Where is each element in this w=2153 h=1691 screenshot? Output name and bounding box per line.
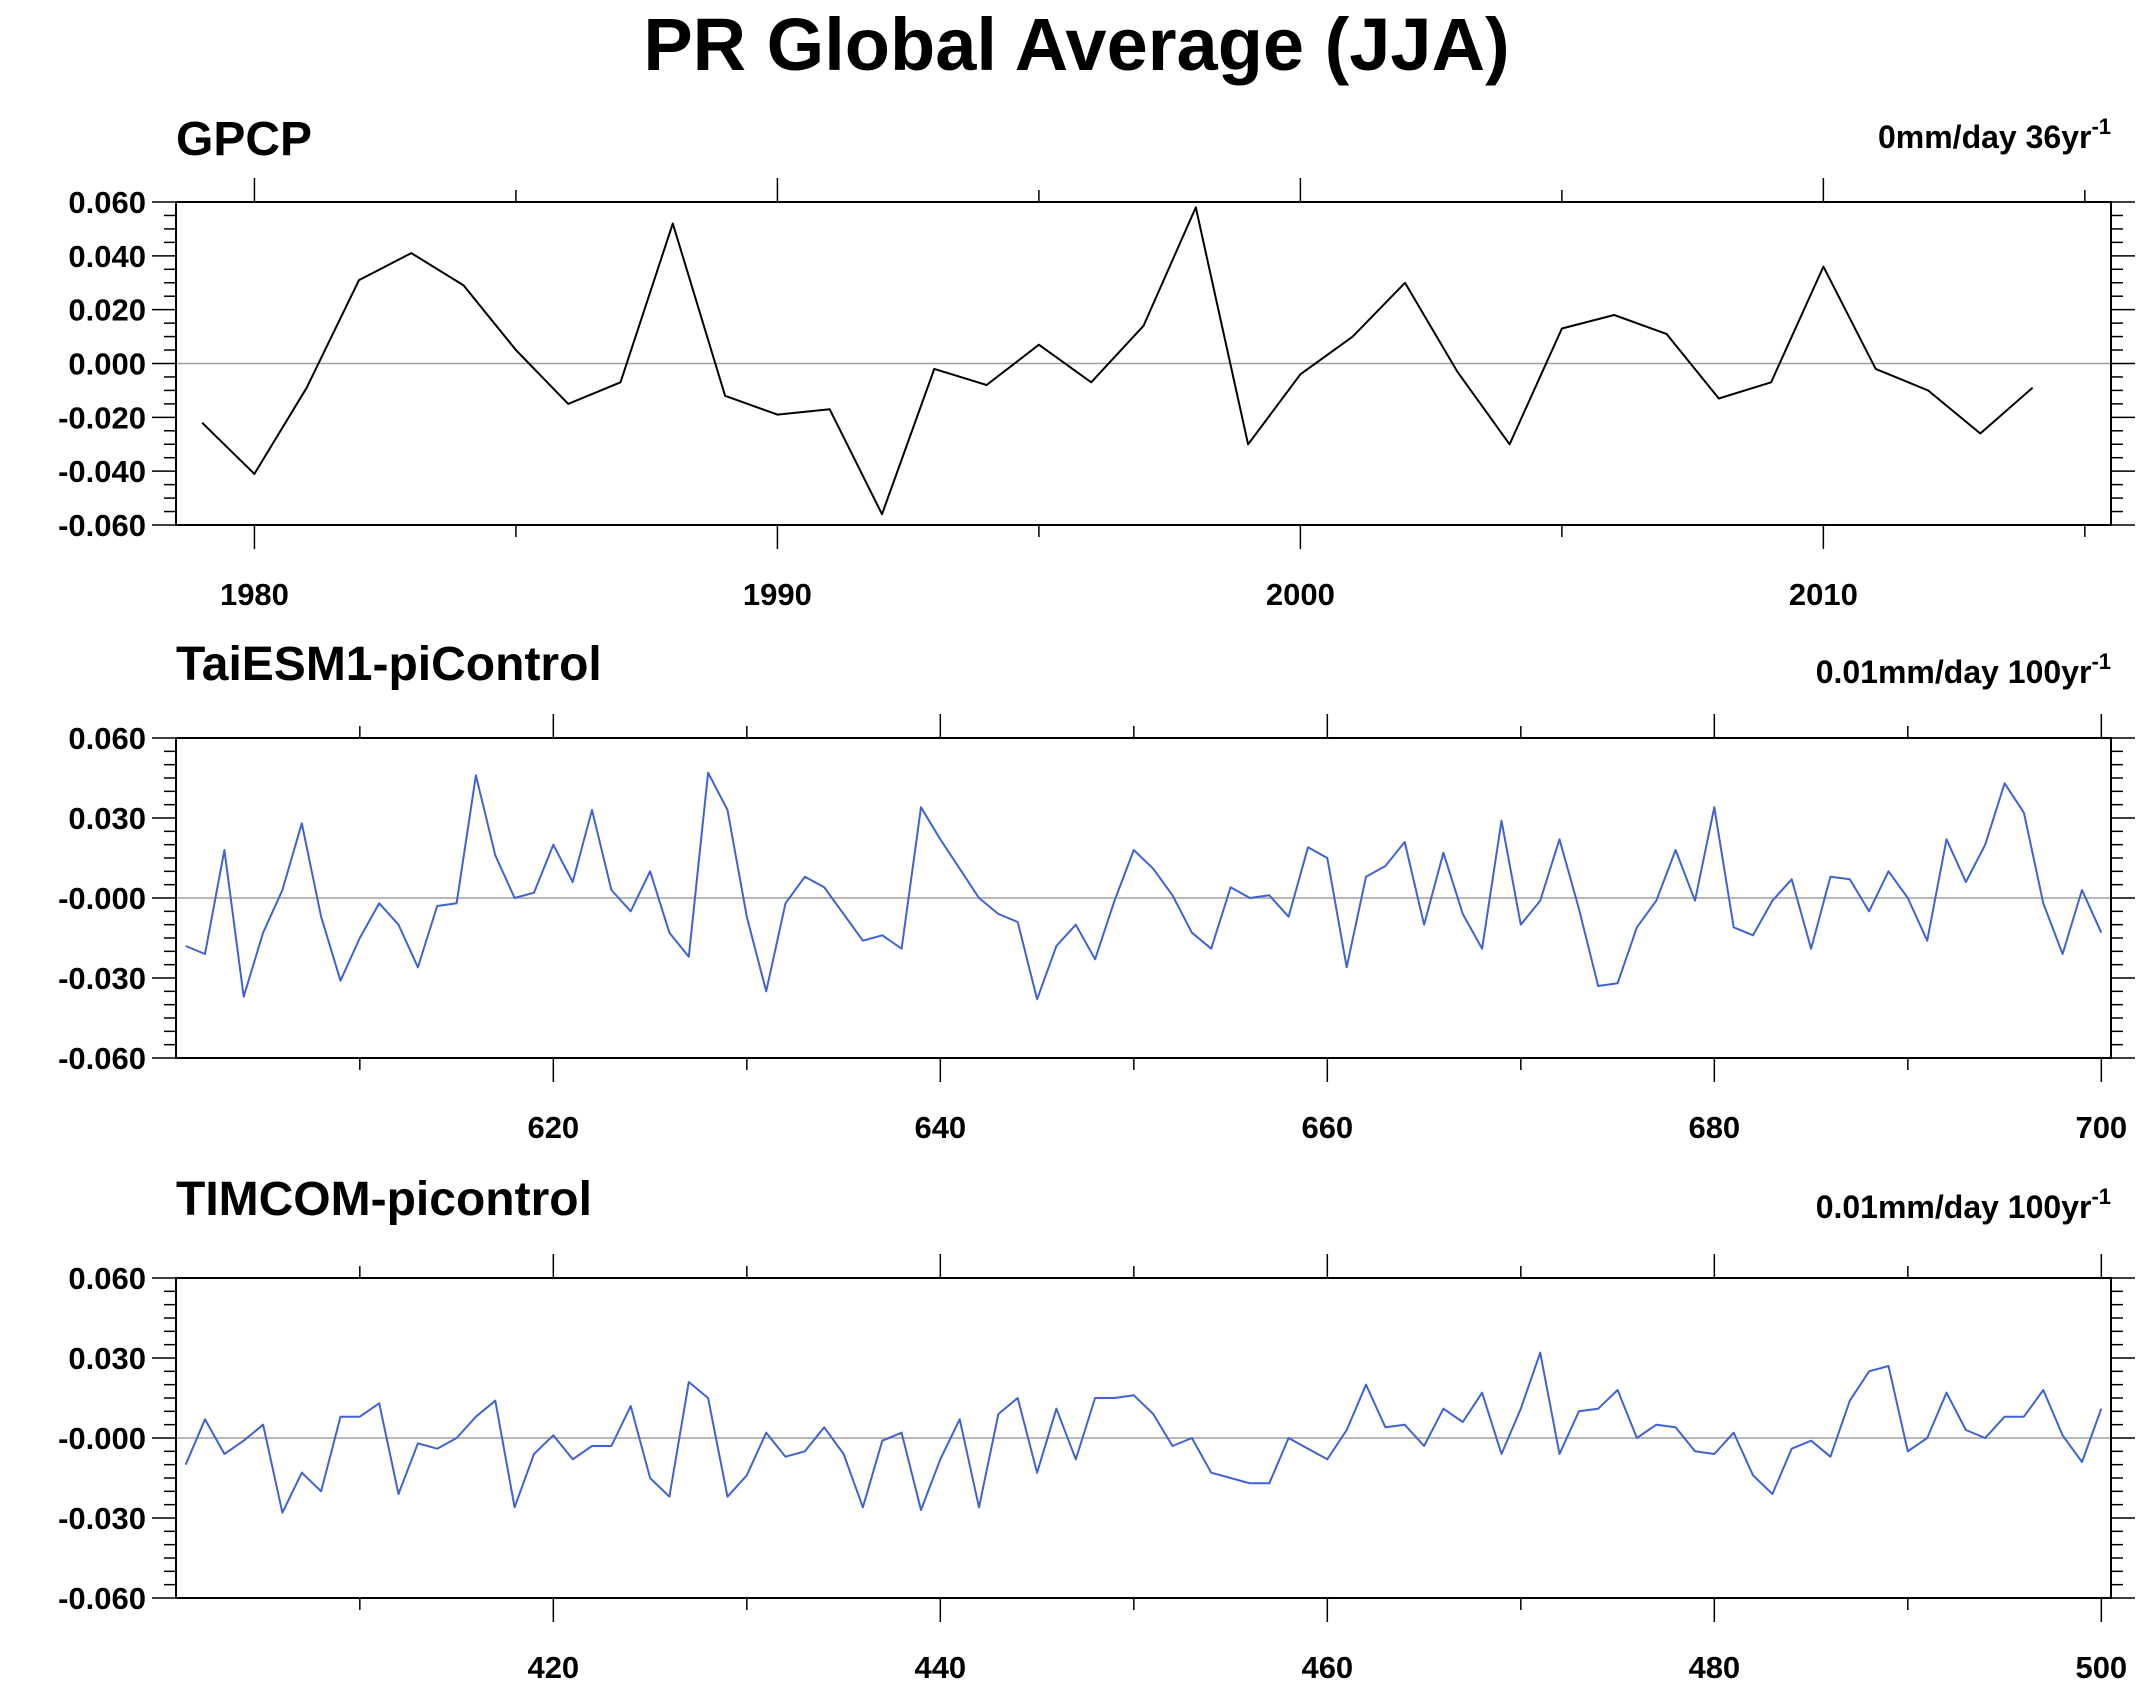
- panel-3-y-tick-label: -0.000: [58, 1421, 146, 1456]
- panel-3-y-tick-label: -0.030: [58, 1501, 146, 1536]
- panel-1-y-tick-label: -0.020: [58, 400, 146, 435]
- panel-3-series-line: [184, 1351, 2103, 1514]
- panel-1-series-line: [201, 206, 2034, 516]
- panel-1-trend-label: 0mm/day 36yr-1: [1878, 114, 2111, 155]
- panel-2-title: TaiESM1-piControl: [176, 638, 602, 691]
- panel-2-x-tick-label: 680: [1688, 1110, 1740, 1145]
- panel-1-y-tick-label: 0.020: [68, 293, 146, 328]
- panel-1-x-tick-label: 1990: [743, 577, 812, 612]
- panel-2-y-tick-label: -0.060: [58, 1041, 146, 1076]
- panel-2-trend-label: 0.01mm/day 100yr-1: [1816, 649, 2111, 690]
- panel-1-x-tick-label: 2000: [1266, 577, 1335, 612]
- panel-1-x-tick-label: 2010: [1789, 577, 1858, 612]
- panel-3-y-tick-label: 0.030: [68, 1341, 146, 1376]
- panel-1-y-tick-label: -0.040: [58, 454, 146, 489]
- panel-3-trend-label: 0.01mm/day 100yr-1: [1816, 1184, 2111, 1225]
- main-title: PR Global Average (JJA): [643, 3, 1510, 86]
- panel-3-x-tick-label: 480: [1688, 1650, 1740, 1685]
- panel-3-x-tick-label: 500: [2075, 1650, 2127, 1685]
- panel-2-y-tick-label: 0.060: [68, 721, 146, 756]
- panel-3-x-tick-label: 440: [914, 1650, 966, 1685]
- panel-1-y-tick-label: 0.000: [68, 347, 146, 382]
- panel-2-y-tick-label: 0.030: [68, 801, 146, 836]
- panel-3-title: TIMCOM-picontrol: [176, 1173, 592, 1226]
- panel-1-title: GPCP: [176, 113, 312, 166]
- panel-3-x-tick-label: 420: [527, 1650, 579, 1685]
- panel-1-y-tick-label: 0.060: [68, 185, 146, 220]
- panel-2-x-tick-label: 620: [527, 1110, 579, 1145]
- panel-2-y-tick-label: -0.030: [58, 961, 146, 996]
- panel-2-series-line: [185, 771, 2103, 1001]
- panel-1-x-tick-label: 1980: [220, 577, 289, 612]
- panel-3-x-tick-label: 460: [1301, 1650, 1353, 1685]
- panel-2-x-tick-label: 640: [914, 1110, 966, 1145]
- panel-3-y-tick-label: -0.060: [58, 1581, 146, 1616]
- panel-3-y-tick-label: 0.060: [68, 1261, 146, 1296]
- panel-1-y-tick-label: -0.060: [58, 508, 146, 543]
- panel-2-y-tick-label: -0.000: [58, 881, 146, 916]
- panel-2-x-tick-label: 700: [2075, 1110, 2127, 1145]
- panel-1-y-tick-label: 0.040: [68, 239, 146, 274]
- panel-2-x-tick-label: 660: [1301, 1110, 1353, 1145]
